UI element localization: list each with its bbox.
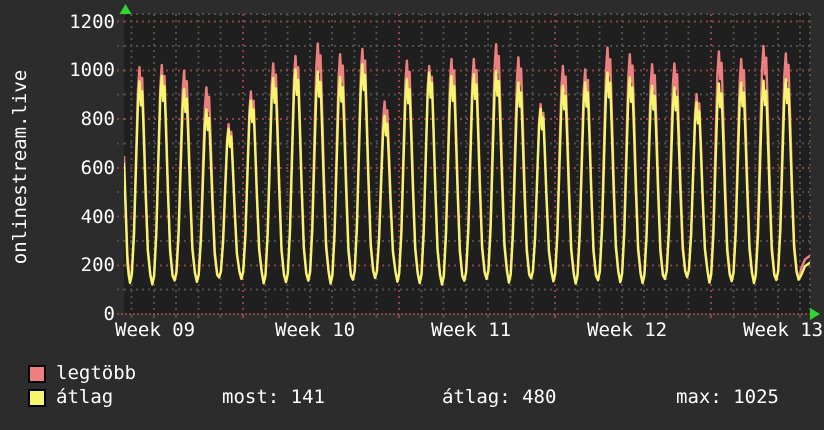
stat-most: most: 141: [222, 386, 325, 408]
x-axis-label: Week 13: [743, 319, 824, 341]
y-axis-label: 600: [80, 156, 115, 179]
legend-label: legtöbb: [56, 362, 137, 384]
x-axis-label: Week 12: [587, 319, 668, 341]
graph-title: onlinestream.live: [9, 69, 31, 265]
y-axis-arrow-icon: [119, 4, 132, 14]
y-axis-label: 1000: [69, 59, 115, 82]
stat-atlag: átlag: 480: [442, 386, 557, 408]
legend-label: átlag: [56, 386, 114, 408]
y-axis-label: 400: [80, 205, 115, 228]
y-axis-label: 1200: [69, 10, 115, 33]
y-axis-label: 800: [80, 108, 115, 130]
x-axis-arrow-icon: [810, 308, 820, 320]
y-axis-label: 200: [80, 254, 115, 277]
x-axis-label: Week 09: [115, 319, 196, 341]
x-axis-label: Week 11: [431, 319, 512, 341]
series-atlag-line: [124, 62, 810, 286]
y-axis-label: 0: [103, 303, 115, 325]
x-axis-label: Week 10: [275, 319, 356, 341]
stat-max: max: 1025: [676, 386, 779, 408]
grid: [117, 13, 816, 318]
legend-swatch-legtobb: [28, 365, 46, 383]
legend-swatch-atlag: [28, 389, 46, 407]
